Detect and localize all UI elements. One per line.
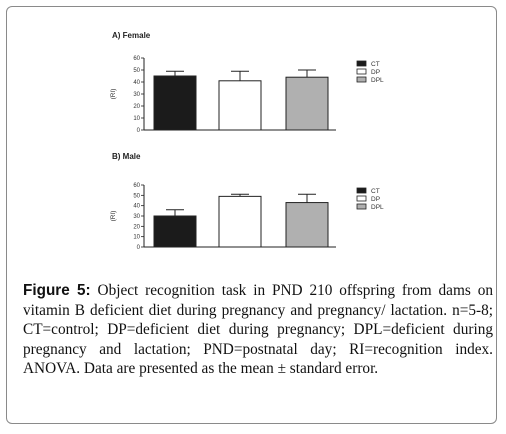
- chart2-y-tick-label: 20: [133, 224, 140, 230]
- chart2-y-tick-label: 40: [133, 204, 140, 210]
- chart2-legend-label-dpl: DPL: [371, 204, 384, 211]
- chart1-legend-label-dpl: DPL: [371, 77, 384, 84]
- chart2-title: B) Male: [112, 152, 141, 161]
- caption-text: Object recognition task in PND 210 offsp…: [23, 282, 493, 378]
- chart2-legend-swatch-dp: [356, 195, 367, 202]
- chart2-y-tick-label: 30: [133, 214, 140, 220]
- chart1-ylabel: (RI): [110, 89, 117, 100]
- chart1-y-tick-label: 10: [133, 116, 140, 122]
- chart1-y-tick-label: 0: [137, 128, 141, 134]
- chart2-legend-swatch-dpl: [356, 203, 367, 210]
- chart2-y-tick-label: 60: [133, 183, 140, 189]
- chart1-y-tick-label: 50: [133, 68, 140, 74]
- chart2-legend-label-dp: DP: [371, 196, 380, 203]
- figure-frame: A) Female (RI) 0 10 20 30 40 50 60 CT DP DPL B) Male…: [6, 6, 497, 424]
- chart2-y-tick-label: 10: [133, 235, 140, 241]
- chart1-y-tick-label: 20: [133, 104, 140, 110]
- chart1-y-tick-label: 60: [133, 56, 140, 62]
- chart1-y-tick-label: 30: [133, 92, 140, 98]
- caption-label: Figure 5:: [23, 282, 91, 299]
- chart2-bar-dp: [218, 195, 262, 248]
- chart2-bar-ct: [153, 215, 197, 248]
- chart1-bar-dp: [218, 80, 262, 131]
- chart1-legend-swatch-ct: [356, 60, 367, 67]
- chart2-legend-swatch-ct: [356, 187, 367, 194]
- chart1-title: A) Female: [112, 31, 151, 40]
- chart2-y-tick-label: 50: [133, 193, 140, 199]
- chart1-legend-label-dp: DP: [371, 69, 380, 76]
- chart2-ylabel: (RI): [110, 211, 117, 222]
- chart1-bar-ct: [153, 75, 197, 131]
- chart1-y-tick-label: 40: [133, 80, 140, 86]
- chart2-y-tick-label: 0: [137, 245, 141, 251]
- chart1-legend-label-ct: CT: [371, 61, 380, 68]
- chart1-bar-dpl: [285, 76, 329, 131]
- chart2-bar-dpl: [285, 202, 329, 248]
- chart2-legend-label-ct: CT: [371, 188, 380, 195]
- chart1-legend-swatch-dp: [356, 68, 367, 75]
- figure-caption: Figure 5: Object recognition task in PND…: [23, 281, 493, 379]
- chart1-legend-swatch-dpl: [356, 76, 367, 83]
